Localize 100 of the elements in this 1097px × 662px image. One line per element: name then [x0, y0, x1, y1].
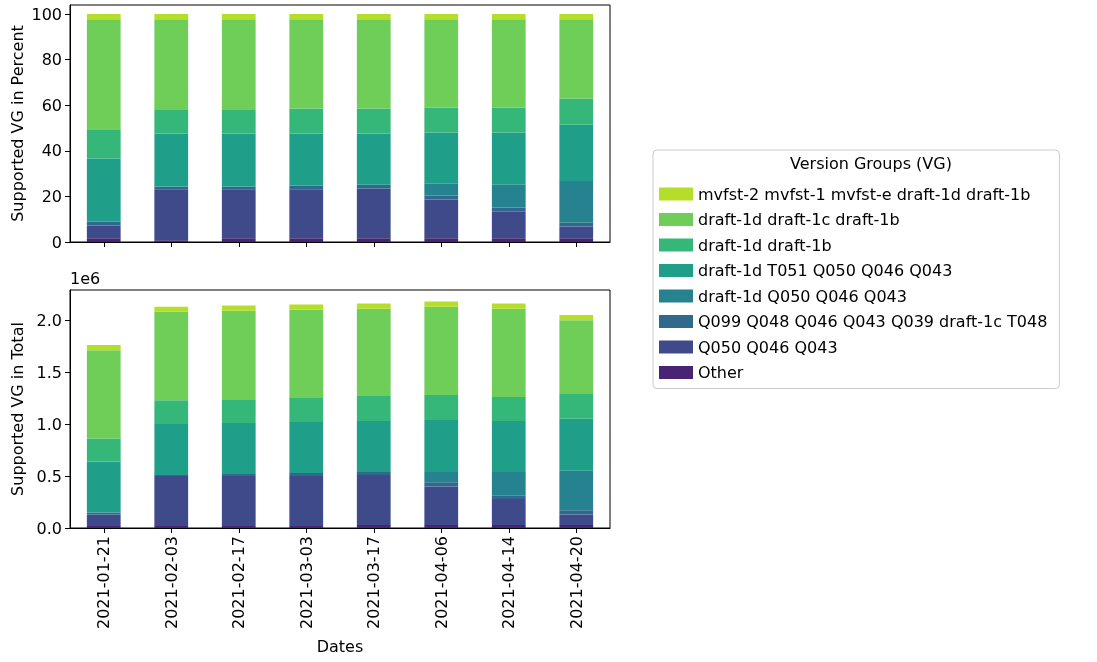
bar: [289, 108, 324, 134]
bar: [86, 158, 121, 222]
bar: [559, 238, 594, 242]
bar: [154, 525, 189, 528]
bar: [559, 510, 594, 515]
bar: [491, 184, 526, 208]
x-tick-label: 2021-01-21: [94, 536, 114, 629]
bar: [356, 420, 391, 472]
bar: [491, 207, 526, 212]
legend-label: mvfst-2 mvfst-1 mvfst-e draft-1d draft-1b: [698, 184, 1031, 204]
bar: [424, 107, 459, 133]
x-tick-label: 2021-03-17: [364, 536, 384, 629]
bar: [154, 189, 189, 241]
bar: [356, 471, 391, 475]
bar: [559, 124, 594, 181]
x-tick-label: 2021-03-03: [296, 536, 316, 629]
bar: [289, 19, 324, 109]
bar: [154, 424, 189, 475]
bar: [154, 311, 189, 401]
bar: [559, 222, 594, 227]
bar: [559, 470, 594, 511]
bar: [356, 524, 391, 528]
bar: [424, 419, 459, 472]
bar: [491, 107, 526, 133]
bar: [559, 19, 594, 99]
legend-label: Q050 Q046 Q043: [698, 337, 838, 357]
bar: [424, 199, 459, 239]
text: 1e6: [70, 268, 101, 288]
bar: [221, 473, 256, 477]
bar: [86, 350, 121, 439]
bar: [356, 396, 391, 421]
bar: [356, 19, 391, 109]
bar: [491, 14, 526, 20]
bar: [221, 310, 256, 400]
legend-label: Other: [698, 363, 744, 382]
bar: [491, 238, 526, 242]
x-tick-label: 2021-02-17: [229, 536, 249, 629]
x-tick-label: 2021-04-20: [566, 536, 586, 629]
bar: [491, 524, 526, 528]
x-tick-label: 2021-04-06: [431, 536, 451, 629]
bar: [289, 476, 324, 526]
bar: [424, 471, 459, 483]
bar: [221, 525, 256, 528]
bar: [221, 476, 256, 526]
bar: [154, 306, 189, 312]
bar: [491, 308, 526, 398]
bar: [559, 14, 594, 20]
bar: [356, 303, 391, 309]
y-tick-label: 2.0: [36, 310, 62, 330]
bar: [221, 133, 256, 187]
bar: [356, 188, 391, 239]
bar: [86, 438, 121, 462]
bar: [289, 525, 324, 528]
y-tick-label: 60: [41, 95, 62, 115]
bar: [559, 418, 594, 471]
bar: [289, 472, 324, 477]
bar: [356, 475, 391, 525]
bar: [491, 471, 526, 496]
bar: [491, 132, 526, 185]
legend-label: draft-1d T051 Q050 Q046 Q043: [698, 261, 953, 280]
bar: [289, 398, 324, 422]
bar: [491, 303, 526, 309]
y-tick-label: 40: [41, 141, 62, 161]
bar: [86, 129, 121, 159]
bar: [221, 189, 256, 239]
bar: [424, 183, 459, 196]
bar: [221, 109, 256, 134]
bar: [424, 19, 459, 108]
bar: [289, 14, 324, 20]
bar: [221, 238, 256, 242]
bar: [491, 397, 526, 421]
bar: [424, 238, 459, 242]
bar: [424, 132, 459, 184]
bar: [154, 109, 189, 134]
bar: [86, 461, 121, 513]
bar: [289, 185, 324, 190]
x-axis-title: Dates: [316, 636, 364, 656]
bar: [86, 514, 121, 526]
y-tick-label: 20: [41, 186, 62, 206]
bar: [559, 320, 594, 394]
legend-label: Q099 Q048 Q046 Q043 Q039 draft-1c T048: [698, 312, 1048, 331]
bar: [424, 301, 459, 307]
bar: [289, 309, 324, 399]
bar: [221, 305, 256, 311]
bar: [424, 524, 459, 528]
x-tick-label: 2021-02-03: [161, 536, 181, 629]
y-tick-label: 1.5: [36, 362, 62, 382]
bar: [491, 19, 526, 108]
y-axis-title: Supported VG in Percent: [7, 25, 27, 222]
bar: [356, 238, 391, 242]
y-tick-label: 0.0: [36, 518, 62, 538]
x-tick-label: 2021-04-14: [499, 536, 519, 629]
legend-label: draft-1d draft-1b: [698, 235, 832, 255]
bar: [86, 525, 121, 528]
bar: [424, 486, 459, 525]
legend-label: draft-1d Q050 Q046 Q043: [698, 286, 907, 306]
y-tick-label: 100: [31, 4, 62, 24]
bar: [86, 221, 121, 226]
bar: [221, 19, 256, 110]
bar: [289, 304, 324, 310]
